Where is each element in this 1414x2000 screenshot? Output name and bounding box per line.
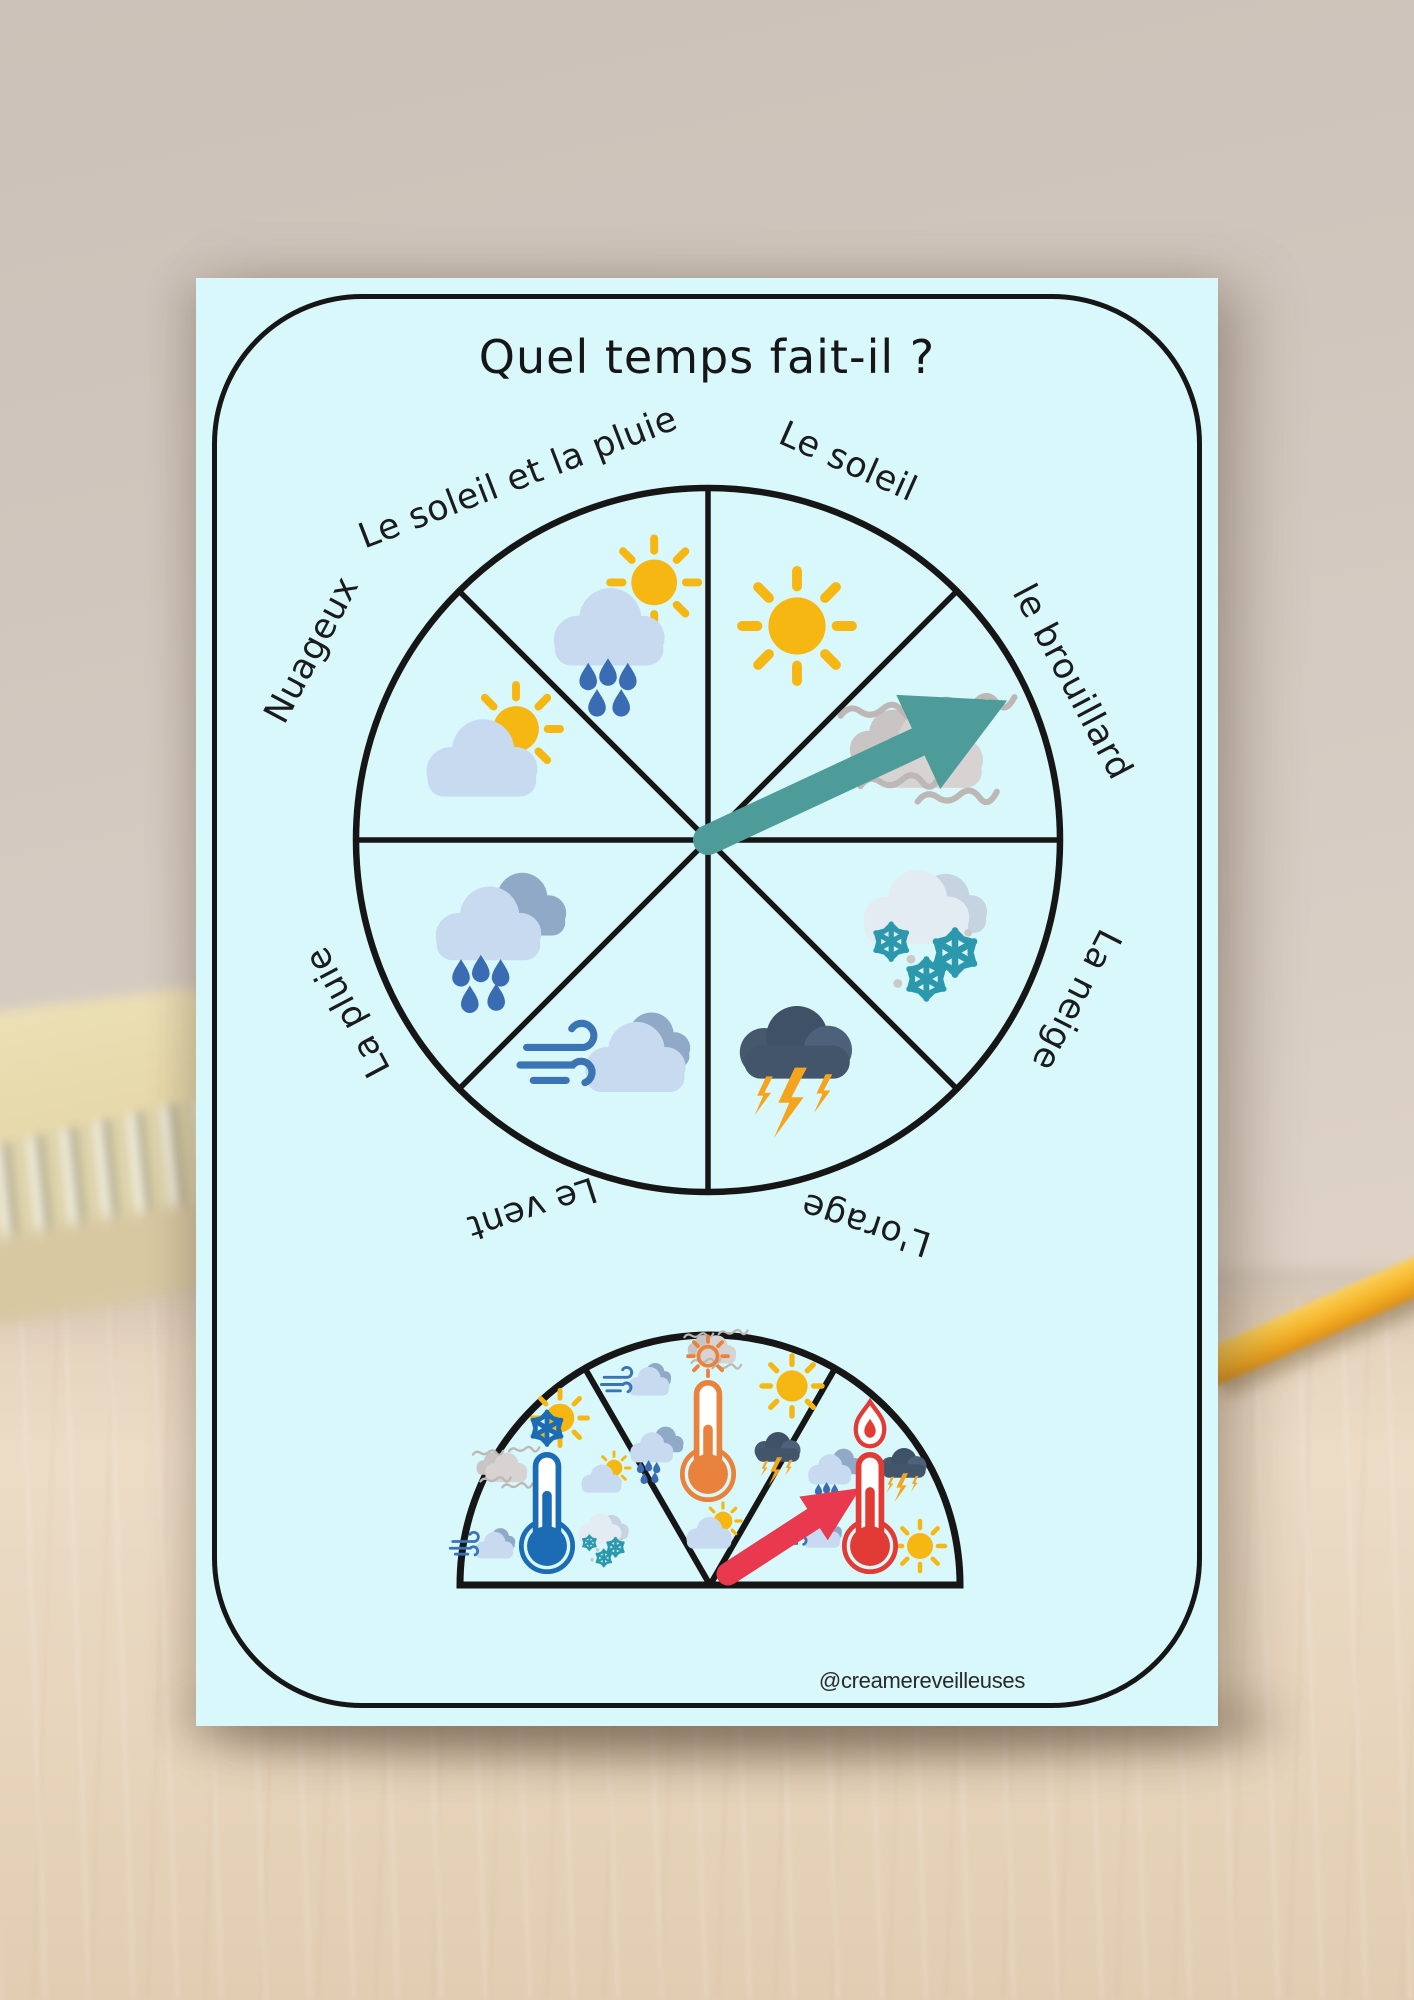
mini-rain-icon xyxy=(630,1427,683,1484)
mini-sun-icon xyxy=(762,1356,822,1416)
sun-outline-icon xyxy=(686,1334,730,1379)
sun-icon xyxy=(742,571,852,681)
mini-snow-icon xyxy=(578,1513,628,1566)
cloudy-icon xyxy=(427,685,560,797)
wheel-pointer-arrow xyxy=(693,694,1008,855)
mini-sun-icon xyxy=(895,1521,945,1571)
mini-wind-icon xyxy=(602,1363,672,1396)
mini-cloudy-icon xyxy=(581,1452,630,1493)
thunderstorm-icon xyxy=(740,1006,852,1138)
sun-and-rain-icon xyxy=(554,538,698,716)
mild-thermometer-icon xyxy=(679,1334,737,1503)
cold-thermometer-icon xyxy=(518,1412,576,1575)
weather-wheel xyxy=(352,484,1064,1196)
snow-icon xyxy=(864,870,987,999)
watermark: @creamereveilleuses xyxy=(818,1668,1026,1693)
wind-icon xyxy=(520,1012,690,1091)
rain-icon xyxy=(436,873,567,1013)
dial-pointer-arrow xyxy=(716,1487,861,1586)
hot-thermometer-icon xyxy=(841,1397,899,1575)
mini-thunderstorm-icon xyxy=(881,1448,927,1502)
page-title: Quel temps fait-il ? xyxy=(478,330,936,384)
card-border xyxy=(212,294,1202,1708)
temperature-dial xyxy=(430,1318,964,1589)
flame-icon xyxy=(853,1397,887,1449)
